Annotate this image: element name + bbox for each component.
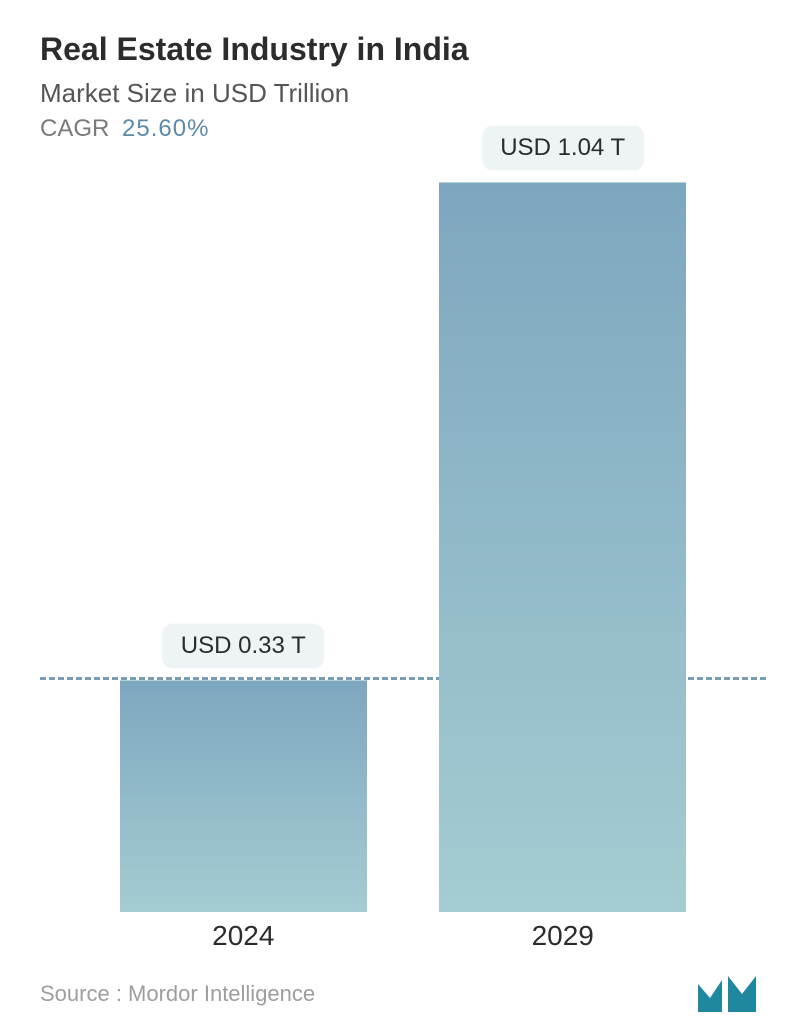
chart-subtitle: Market Size in USD Trillion	[40, 78, 766, 109]
chart-footer: Source : Mordor Intelligence	[40, 956, 766, 1014]
cagr-label: CAGR	[40, 115, 109, 142]
chart-title: Real Estate Industry in India	[40, 30, 766, 68]
source-text: Source : Mordor Intelligence	[40, 981, 315, 1007]
bar-fill	[120, 680, 367, 912]
bar-2024: USD 0.33 T	[120, 680, 367, 912]
x-axis-labels: 2024 2029	[40, 912, 766, 956]
x-axis-label: 2029	[439, 920, 686, 952]
bar-fill	[439, 182, 686, 912]
brand-logo	[696, 974, 766, 1014]
cagr-value: 25.60%	[122, 115, 209, 142]
mordor-logo-icon	[696, 974, 766, 1014]
cagr-row: CAGR 25.60%	[40, 115, 766, 143]
bar-value-label: USD 0.33 T	[163, 624, 324, 668]
bar-2029: USD 1.04 T	[439, 182, 686, 912]
bar-value-label: USD 1.04 T	[482, 126, 643, 170]
chart-container: Real Estate Industry in India Market Siz…	[0, 0, 796, 1034]
chart-plot-area: USD 0.33 T USD 1.04 T	[40, 153, 766, 912]
x-axis-label: 2024	[120, 920, 367, 952]
